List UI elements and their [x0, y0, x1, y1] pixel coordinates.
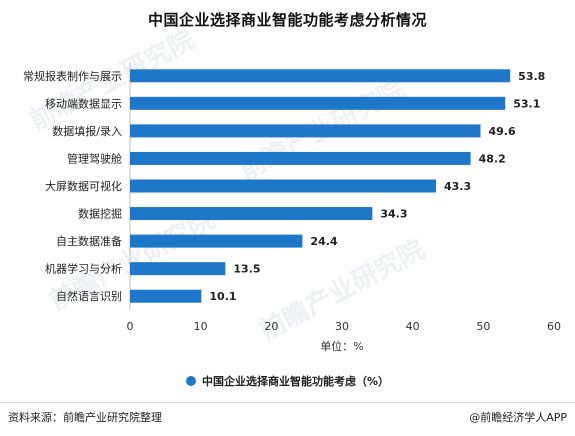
- category-label: 大屏数据可视化: [45, 179, 122, 193]
- category-label: 移动端数据显示: [45, 96, 122, 110]
- brand-credit: @前瞻经济学人APP: [469, 411, 567, 424]
- data-label: 34.3: [380, 208, 407, 221]
- bar: [130, 151, 471, 165]
- legend-swatch: [185, 376, 196, 386]
- chart-title: 中国企业选择商业智能功能考虑分析情况: [147, 11, 427, 29]
- bar: [130, 289, 202, 303]
- data-label: 10.1: [209, 290, 236, 303]
- footer-divider: [0, 402, 575, 403]
- x-tick-label: 10: [194, 320, 208, 333]
- data-label: 13.5: [233, 263, 260, 276]
- x-tick-label: 30: [335, 320, 349, 333]
- bar: [130, 207, 373, 221]
- data-label: 53.8: [518, 70, 545, 83]
- x-tick-label: 0: [127, 320, 134, 333]
- x-tick-label: 50: [476, 320, 490, 333]
- category-label: 机器学习与分析: [45, 262, 122, 276]
- data-label: 48.2: [479, 152, 506, 165]
- category-label: 管理驾驶舱: [67, 151, 122, 165]
- category-label: 常规报表制作与展示: [23, 69, 122, 83]
- data-label: 49.6: [489, 125, 516, 138]
- category-label: 数据挖掘: [78, 207, 122, 221]
- x-tick-label: 60: [547, 320, 561, 333]
- bar: [130, 69, 511, 83]
- source-note: 资料来源：前瞻产业研究院整理: [8, 411, 162, 424]
- x-axis-label: 单位：%: [320, 339, 363, 353]
- bar: [130, 179, 436, 193]
- x-tick-label: 20: [264, 320, 278, 333]
- data-label: 24.4: [310, 235, 337, 248]
- bar: [130, 124, 481, 138]
- category-label: 自主数据准备: [56, 234, 122, 248]
- bar: [130, 96, 506, 110]
- chart-legend: 中国企业选择商业智能功能考虑（%）: [0, 373, 575, 389]
- x-tick-label: 40: [406, 320, 420, 333]
- data-label: 53.1: [513, 97, 540, 110]
- bar-chart: 常规报表制作与展示 53.8 移动端数据显示 53.1 数据填报/录入 49.6 管理驾驶舱…: [23, 62, 561, 353]
- data-label: 43.3: [444, 180, 471, 193]
- bar: [130, 262, 226, 276]
- legend-label: 中国企业选择商业智能功能考虑（%）: [201, 375, 390, 388]
- category-label: 自然语言识别: [56, 289, 122, 303]
- bar: [130, 234, 303, 248]
- category-label: 数据填报/录入: [52, 124, 122, 138]
